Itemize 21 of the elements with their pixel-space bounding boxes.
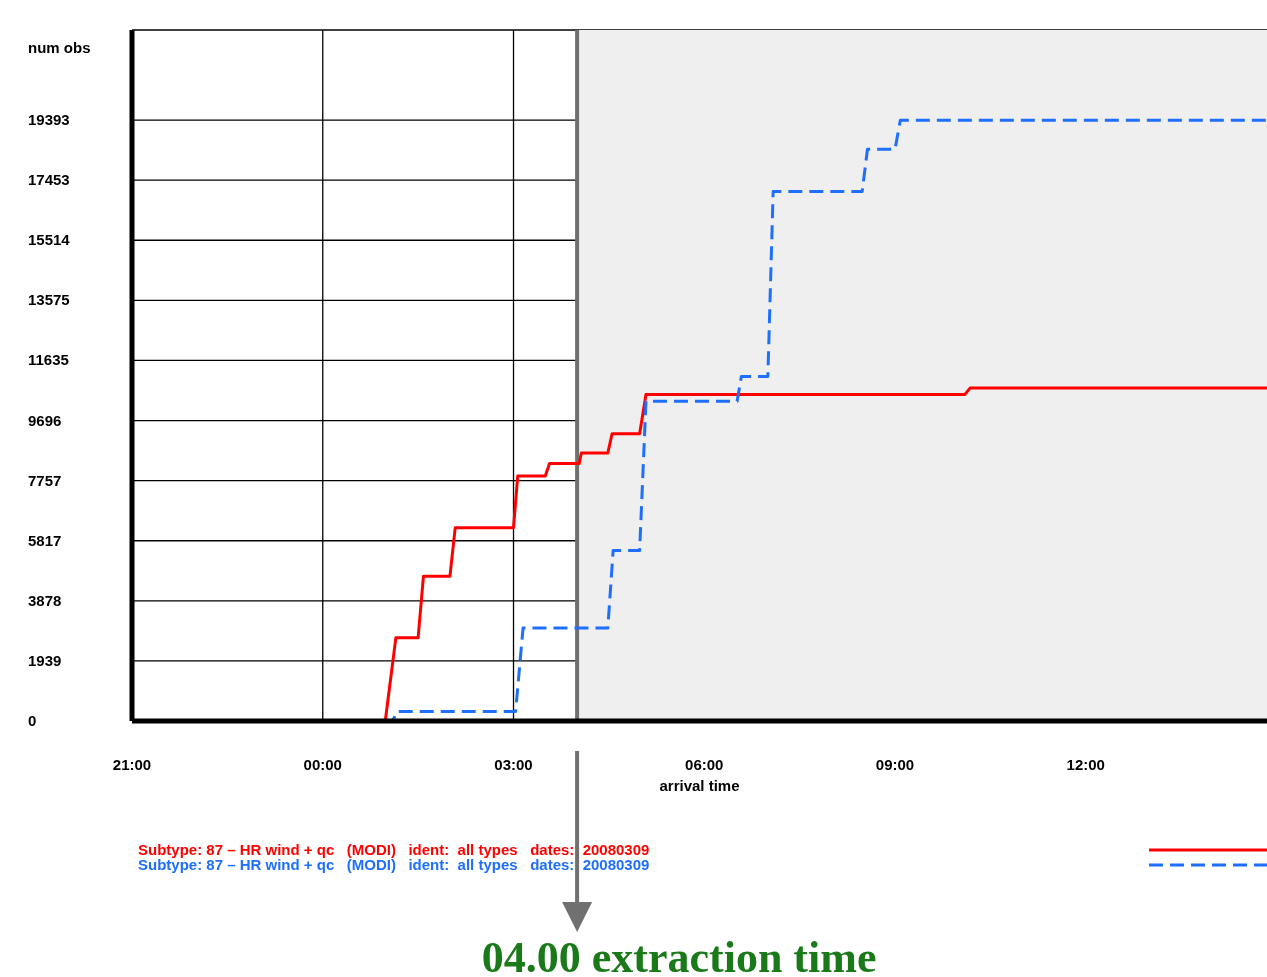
y-tick-label: 11635: [28, 351, 69, 369]
y-tick-label: 5817: [28, 531, 62, 549]
y-tick-label: 13575: [28, 291, 70, 309]
y-tick-label: 15514: [28, 231, 71, 249]
x-tick-label: 21:00: [112, 755, 152, 773]
y-tick-label: 17453: [28, 171, 70, 189]
x-tick-label: 00:00: [303, 755, 342, 773]
x-tick-label: 09:00: [875, 755, 915, 773]
y-tick-label: 0: [28, 712, 37, 729]
y-tick-label: 7757: [28, 471, 62, 489]
legend-label: 04.00 extraction time: [481, 933, 877, 977]
x-tick-label: 03:00: [494, 755, 533, 773]
y-axis-title: num obs: [28, 39, 91, 56]
y-tick-label: 3878: [28, 591, 62, 609]
y-tick-label: 9696: [28, 411, 62, 429]
y-tick-label: 19393: [28, 111, 70, 129]
y-tick-label: 1939: [28, 651, 62, 669]
text: Subtype: 87 – HR wind + qc (MODI) ident: all types dates: 20080309: [138, 841, 650, 858]
x-tick-label: 06:00: [685, 755, 724, 773]
x-tick-label: 12:00: [1066, 755, 1105, 773]
x-axis-title: arrival time: [659, 777, 740, 794]
